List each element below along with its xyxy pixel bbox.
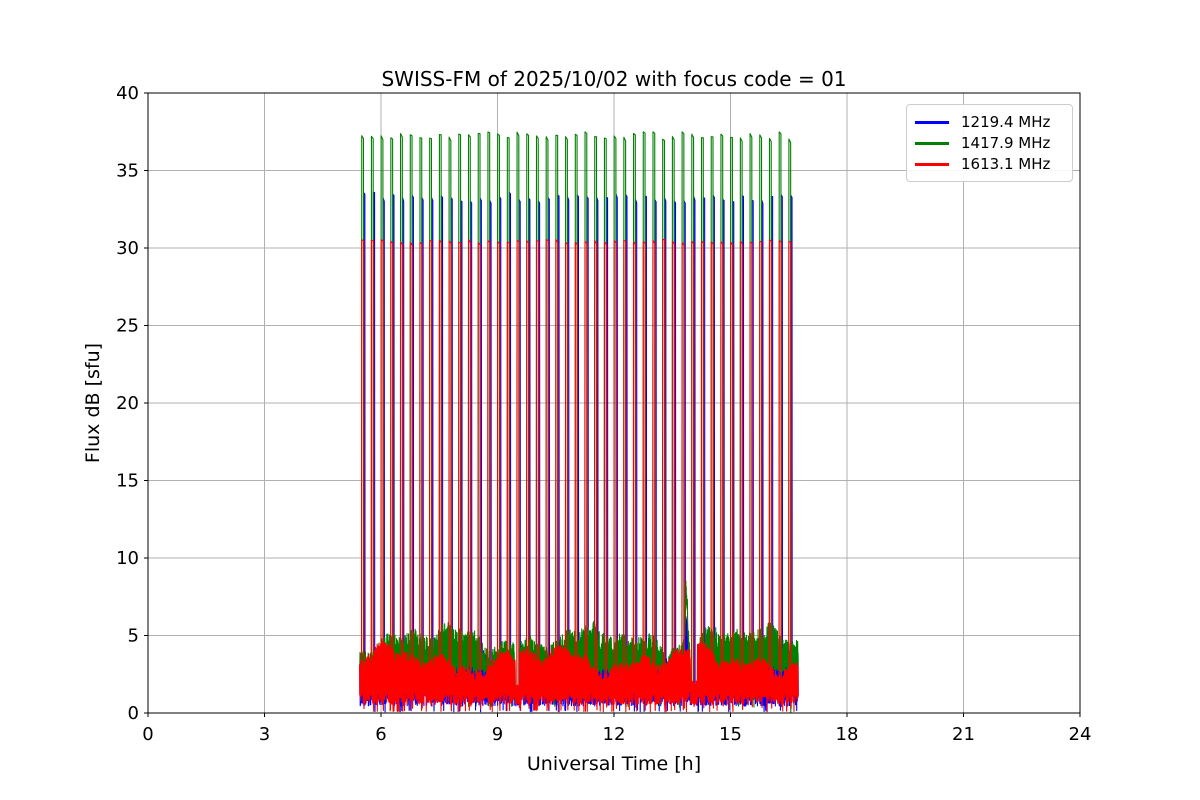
legend-line-swatch-red	[915, 162, 949, 166]
data-series-layer	[359, 131, 799, 714]
legend-item: 1417.9 MHz	[915, 133, 1062, 153]
y-tick-label: 20	[116, 393, 139, 414]
legend-line-swatch-blue	[915, 120, 949, 124]
y-tick-label: 0	[128, 703, 139, 724]
y-tick-label: 10	[116, 548, 139, 569]
legend-item: 1613.1 MHz	[915, 154, 1062, 174]
legend-label: 1417.9 MHz	[961, 134, 1051, 152]
tick-marks-and-labels: 0 3 6 9 12 15 18 21 24 0 5 10 15 20 25 30 35 40	[116, 83, 1091, 745]
y-tick-label: 30	[116, 238, 139, 259]
x-axis-label: Universal Time [h]	[527, 753, 701, 775]
legend-line-swatch-green	[915, 141, 949, 145]
x-tick-label: 6	[375, 724, 386, 745]
y-tick-label: 40	[116, 83, 139, 104]
x-tick-label: 0	[142, 724, 153, 745]
y-tick-label: 15	[116, 471, 139, 492]
y-tick-label: 25	[116, 316, 139, 337]
x-tick-label: 21	[952, 724, 975, 745]
y-tick-label: 5	[128, 626, 139, 647]
series-line-1613-1-mhz	[359, 238, 799, 713]
y-tick-label: 35	[116, 161, 139, 182]
x-tick-label: 15	[719, 724, 742, 745]
legend-label: 1613.1 MHz	[961, 155, 1051, 173]
chart-title: SWISS-FM of 2025/10/02 with focus code =…	[381, 67, 846, 91]
x-tick-label: 18	[836, 724, 859, 745]
legend-label: 1219.4 MHz	[961, 113, 1051, 131]
y-axis-label: Flux dB [sfu]	[82, 343, 104, 463]
legend: 1219.4 MHz 1417.9 MHz 1613.1 MHz	[906, 104, 1073, 182]
x-tick-label: 24	[1069, 724, 1092, 745]
x-tick-label: 9	[492, 724, 503, 745]
x-tick-label: 3	[259, 724, 270, 745]
x-tick-label: 12	[603, 724, 626, 745]
legend-item: 1219.4 MHz	[915, 112, 1062, 132]
